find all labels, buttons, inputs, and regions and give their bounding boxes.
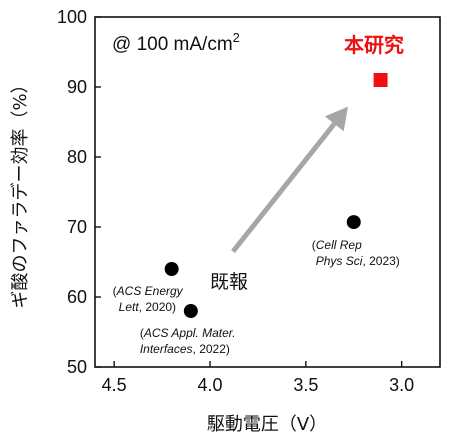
y-tick-label: 70 — [67, 217, 87, 237]
previous-report-point — [164, 262, 179, 276]
plot-area-frame — [94, 16, 441, 368]
y-tick-label: 100 — [57, 7, 87, 27]
arrow-head — [324, 106, 348, 132]
y-tick-label: 80 — [67, 147, 87, 167]
x-axis-title: 駆動電圧（V） — [207, 414, 327, 435]
x-tick-label: 4.5 — [102, 375, 127, 395]
previous-reports-label: 既報 — [210, 271, 248, 293]
y-axis-ticks: 50 60 70 80 90 100 — [57, 7, 101, 377]
reference-citation-line: Lett, 2020) — [119, 300, 176, 314]
x-axis-ticks: 4.5 4.0 3.5 3.0 — [102, 361, 414, 395]
previous-report-point — [183, 304, 198, 318]
y-tick-label: 90 — [67, 77, 87, 97]
reference-citation-line: Interfaces, 2022) — [140, 342, 230, 356]
arrow-shaft — [231, 122, 337, 254]
x-tick-label: 3.0 — [389, 375, 414, 395]
previous-report-point — [346, 215, 361, 230]
trend-arrow — [231, 106, 348, 254]
x-tick-label: 3.5 — [293, 375, 318, 395]
x-tick-label: 4.0 — [197, 375, 222, 395]
y-axis-title: ギ酸のファラデー効率（%） — [10, 75, 31, 308]
condition-label: @ 100 mA/cm2 — [112, 30, 240, 55]
reference-citation-line: (ACS Energy — [113, 284, 184, 298]
reference-citation-line: (ACS Appl. Mater. — [140, 326, 236, 340]
reference-annotations: (ACS Energy Lett, 2020) (ACS Appl. Mater. I… — [113, 238, 400, 356]
y-tick-label: 50 — [67, 357, 87, 377]
reference-citation-line: Phys Sci, 2023) — [316, 254, 400, 268]
reference-citation-line: (Cell Rep — [312, 238, 362, 252]
data-points — [164, 73, 388, 318]
this-work-point — [373, 73, 388, 87]
y-tick-label: 60 — [67, 287, 87, 307]
this-work-label: 本研究 — [344, 33, 404, 57]
